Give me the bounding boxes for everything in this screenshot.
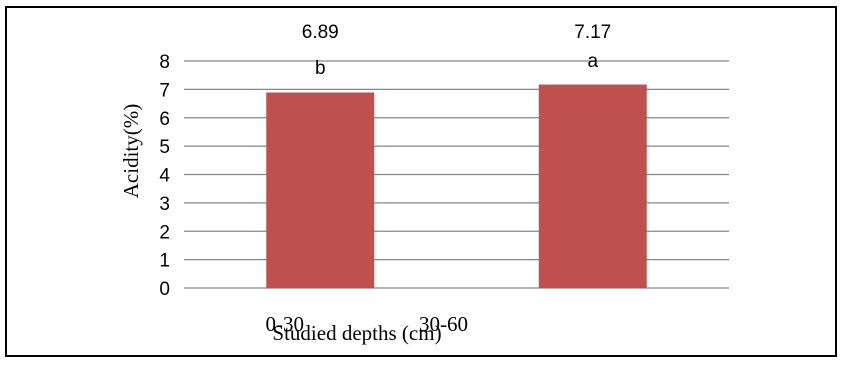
y-axis-label: Acidity(%): [119, 104, 143, 198]
y-tick-label: 8: [159, 52, 170, 73]
y-tick-label: 1: [159, 251, 170, 272]
bars: [266, 84, 647, 289]
x-category-label: 0-30: [266, 312, 305, 336]
y-tick-label: 2: [159, 222, 170, 243]
y-tick-label: 5: [159, 137, 170, 158]
bar-chart: 0 1 2 3 4 5 6 7 8 6.89 b 7.17 a 0-30 30-60 Acidity(%…: [119, 22, 729, 345]
data-label-value: 6.89: [302, 22, 339, 43]
y-tick-labels: 0 1 2 3 4 5 6 7 8: [159, 52, 170, 300]
gridlines: [184, 60, 729, 289]
x-category-label: 30-60: [419, 312, 468, 336]
x-category-labels: 0-30 30-60: [266, 312, 469, 336]
y-tick-label: 4: [159, 166, 170, 187]
chart-frame: 0 1 2 3 4 5 6 7 8 6.89 b 7.17 a 0-30 30-60 Acidity(%…: [5, 6, 837, 357]
y-tick-label: 6: [159, 109, 170, 130]
data-label-letter: b: [315, 58, 326, 79]
y-tick-label: 7: [159, 80, 170, 101]
data-labels: 6.89 b 7.17 a: [302, 22, 611, 79]
bar-30-60: [538, 84, 647, 289]
data-label-letter: a: [587, 51, 598, 72]
y-tick-label: 3: [159, 194, 170, 215]
bar-0-30: [266, 92, 375, 288]
x-axis-label: Studied depths (cm): [272, 321, 441, 345]
y-tick-label: 0: [159, 279, 170, 300]
data-label-value: 7.17: [574, 22, 611, 43]
